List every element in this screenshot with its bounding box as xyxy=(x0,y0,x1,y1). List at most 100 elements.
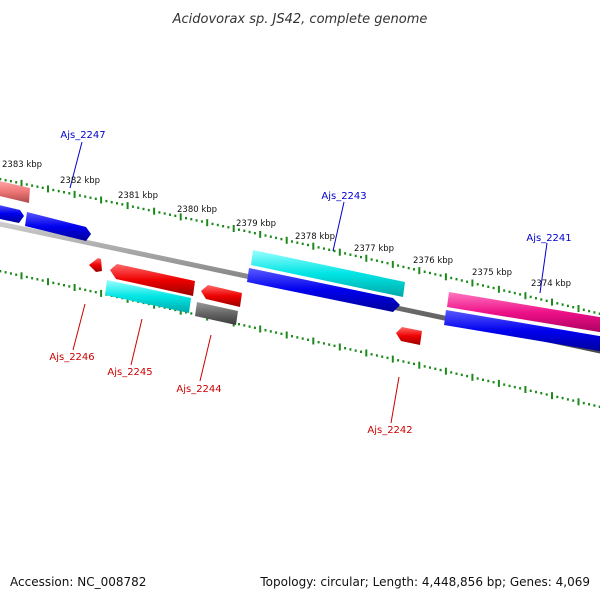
outer-tick xyxy=(582,308,585,311)
inner-tick xyxy=(100,289,103,297)
outer-tick xyxy=(275,236,278,240)
outer-tick xyxy=(269,235,272,238)
outer-tick xyxy=(375,259,378,262)
genome-summary-text: Topology: circular; Length: 4,448,856 bp… xyxy=(260,575,590,589)
outer-tick xyxy=(216,223,219,227)
inner-tick xyxy=(439,368,442,372)
leader-ajs-2241 xyxy=(539,242,548,294)
inner-tick xyxy=(466,374,469,378)
gene-ajs-2245-feature[interactable] xyxy=(105,280,191,313)
outer-tick xyxy=(84,195,87,198)
outer-tick xyxy=(57,189,60,193)
outer-tick xyxy=(482,284,484,287)
inner-tick xyxy=(94,291,97,294)
outer-tick xyxy=(540,298,543,301)
outer-tick xyxy=(36,185,39,188)
outer-tick xyxy=(418,267,421,275)
inner-tick xyxy=(551,392,553,400)
outer-tick xyxy=(185,216,187,220)
gene-ajs-2247-neighbor-feature[interactable] xyxy=(0,204,24,223)
outer-tick xyxy=(577,305,580,312)
gene-ajs-2241-feature[interactable] xyxy=(447,292,600,333)
inner-tick xyxy=(444,367,447,375)
gene-label-ajs-2243[interactable]: Ajs_2243 xyxy=(321,191,366,202)
outer-tick xyxy=(492,286,495,290)
gene-label-ajs-2242[interactable]: Ajs_2242 xyxy=(367,425,412,436)
inner-tick xyxy=(423,365,426,368)
outer-tick xyxy=(296,241,299,244)
outer-tick xyxy=(200,220,203,223)
outer-tick xyxy=(535,297,537,300)
outer-tick xyxy=(52,188,55,192)
inner-tick xyxy=(31,277,34,280)
outer-tick xyxy=(439,274,442,277)
inner-tick xyxy=(344,347,347,350)
inner-tick xyxy=(275,331,278,334)
inner-tick xyxy=(78,287,81,290)
inner-tick xyxy=(333,344,336,347)
inner-tick xyxy=(482,378,484,381)
gene-ajs-2242-feature[interactable] xyxy=(396,327,422,345)
leader-ajs-2245 xyxy=(130,318,143,366)
gene-label-ajs-2244[interactable]: Ajs_2244 xyxy=(176,384,221,395)
leader-ajs-2244 xyxy=(199,334,212,382)
outer-tick xyxy=(402,265,405,269)
outer-tick xyxy=(0,177,2,181)
outer-tick xyxy=(248,230,251,234)
outer-tick xyxy=(333,249,336,253)
outer-tick xyxy=(508,290,511,293)
outer-tick xyxy=(365,254,368,262)
gene-ajs-2248-feature[interactable] xyxy=(0,180,30,203)
outer-tick xyxy=(391,260,394,268)
inner-tick xyxy=(296,336,299,339)
outer-tick xyxy=(25,183,28,186)
outer-tick xyxy=(344,252,347,255)
gene-ajs-2244-upper-feature[interactable] xyxy=(201,285,242,307)
gene-ajs-2241-lower-feature[interactable] xyxy=(444,310,600,352)
gene-ajs-2245-upper-feature[interactable] xyxy=(110,264,195,296)
outer-tick xyxy=(466,280,469,283)
gene-ajs-2247-feature[interactable] xyxy=(25,212,91,241)
outer-tick xyxy=(147,208,150,212)
outer-tick xyxy=(354,254,357,258)
outer-tick xyxy=(116,202,118,205)
tick-label-2376: 2376 kbp xyxy=(413,256,453,266)
outer-tick xyxy=(121,203,124,206)
outer-tick xyxy=(137,206,140,209)
outer-tick xyxy=(593,311,596,314)
outer-tick xyxy=(142,207,145,211)
inner-tick xyxy=(190,312,193,315)
gene-label-ajs-2247[interactable]: Ajs_2247 xyxy=(60,130,105,141)
inner-tick xyxy=(503,383,506,386)
inner-tick xyxy=(41,279,44,282)
gene-label-ajs-2246[interactable]: Ajs_2246 xyxy=(49,352,94,363)
inner-tick xyxy=(598,405,600,408)
tick-label-2383: 2383 kbp xyxy=(2,160,42,170)
gene-ajs-2243-lower-feature[interactable] xyxy=(247,268,400,312)
reverse-features xyxy=(89,258,422,345)
outer-tick xyxy=(519,293,522,296)
inner-tick xyxy=(561,396,564,400)
inner-tick xyxy=(47,278,49,286)
inner-tick xyxy=(513,385,516,389)
inner-tick xyxy=(322,342,325,345)
inner-tick xyxy=(280,332,283,335)
gene-ajs-2243-feature[interactable] xyxy=(251,250,405,297)
gene-ajs-2246-feature[interactable] xyxy=(89,258,102,272)
inner-tick xyxy=(259,325,262,333)
outer-tick xyxy=(524,292,527,300)
inner-tick xyxy=(402,360,405,363)
gene-label-ajs-2245[interactable]: Ajs_2245 xyxy=(107,367,152,378)
gene-ajs-2244-feature[interactable] xyxy=(195,302,238,325)
outer-tick xyxy=(572,306,575,309)
outer-tick xyxy=(20,179,23,187)
gene-label-ajs-2241[interactable]: Ajs_2241 xyxy=(526,233,571,244)
inner-tick xyxy=(524,386,527,393)
inner-tick xyxy=(370,353,373,356)
tick-label-2375: 2375 kbp xyxy=(472,268,512,278)
outer-tick xyxy=(407,266,410,270)
outer-tick xyxy=(211,222,214,226)
forward-features xyxy=(0,180,600,352)
outer-tick xyxy=(232,225,235,232)
outer-tick xyxy=(338,248,341,256)
